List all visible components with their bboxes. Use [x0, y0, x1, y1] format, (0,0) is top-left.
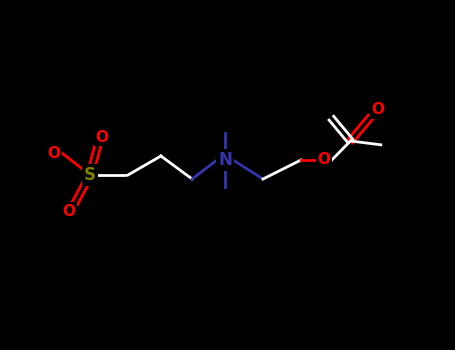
- Text: S: S: [84, 166, 96, 184]
- Text: O: O: [62, 203, 76, 218]
- Text: O: O: [371, 103, 384, 118]
- Text: N: N: [218, 151, 232, 169]
- Text: O: O: [96, 130, 108, 145]
- Text: O: O: [47, 146, 61, 161]
- Text: O: O: [317, 153, 330, 168]
